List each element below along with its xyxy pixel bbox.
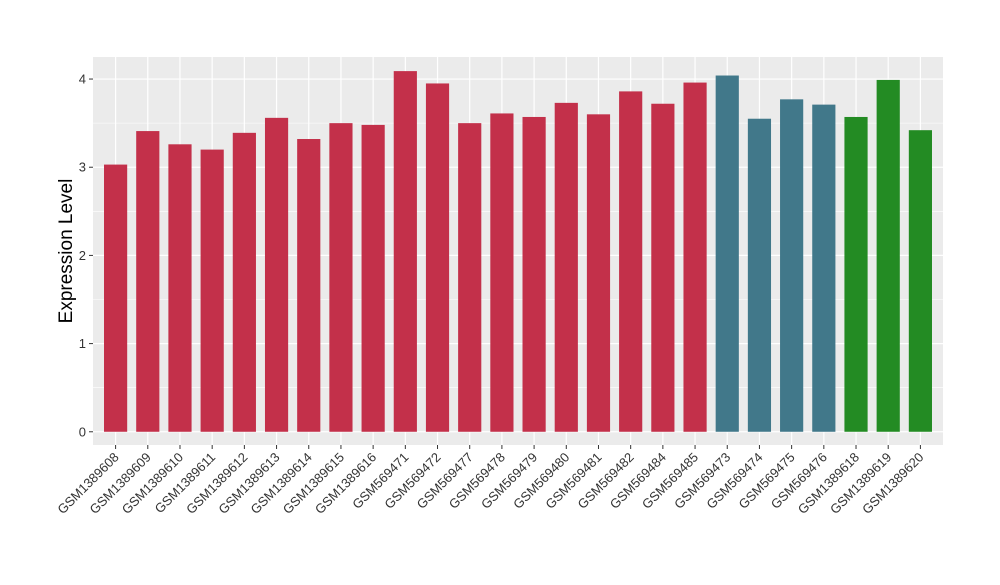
bar-GSM569475 <box>780 99 804 432</box>
bar-GSM569474 <box>747 118 772 432</box>
bar-GSM569480 <box>554 102 578 432</box>
bar-GSM569477 <box>458 123 482 432</box>
bar-GSM1389612 <box>232 132 256 432</box>
y-tick-label: 2 <box>79 248 86 263</box>
y-axis-ticks: 0 1 2 3 4 <box>79 72 93 439</box>
bar-GSM1389614 <box>297 139 321 432</box>
bar-GSM1389610 <box>168 144 192 432</box>
bar-GSM1389608 <box>104 164 128 432</box>
bar-GSM569472 <box>425 83 450 432</box>
bar-GSM1389619 <box>876 79 900 432</box>
bar-GSM569471 <box>393 71 417 432</box>
bar-GSM1389609 <box>136 131 160 432</box>
bar-GSM569484 <box>651 103 675 432</box>
y-tick-label: 4 <box>79 72 86 87</box>
x-axis-ticks: GSM1389608GSM1389609GSM1389610GSM1389611… <box>54 445 927 517</box>
bar-GSM1389618 <box>844 116 868 432</box>
bar-GSM569482 <box>619 91 643 432</box>
bar-GSM569481 <box>586 114 611 432</box>
bars <box>104 71 932 432</box>
bar-GSM1389615 <box>329 123 353 432</box>
bar-GSM569479 <box>522 116 546 432</box>
bar-GSM569473 <box>715 75 739 432</box>
bar-GSM569476 <box>812 104 836 432</box>
y-axis-label: Expression Level <box>56 179 77 324</box>
bar-GSM569478 <box>490 113 514 432</box>
y-tick-label: 0 <box>79 424 86 439</box>
bar-GSM1389616 <box>361 124 385 432</box>
bar-GSM1389611 <box>200 149 224 432</box>
bar-GSM1389620 <box>908 130 932 432</box>
bar-GSM1389613 <box>264 117 289 432</box>
y-tick-label: 1 <box>79 336 86 351</box>
bar-GSM569485 <box>683 82 707 432</box>
y-tick-label: 3 <box>79 160 86 175</box>
